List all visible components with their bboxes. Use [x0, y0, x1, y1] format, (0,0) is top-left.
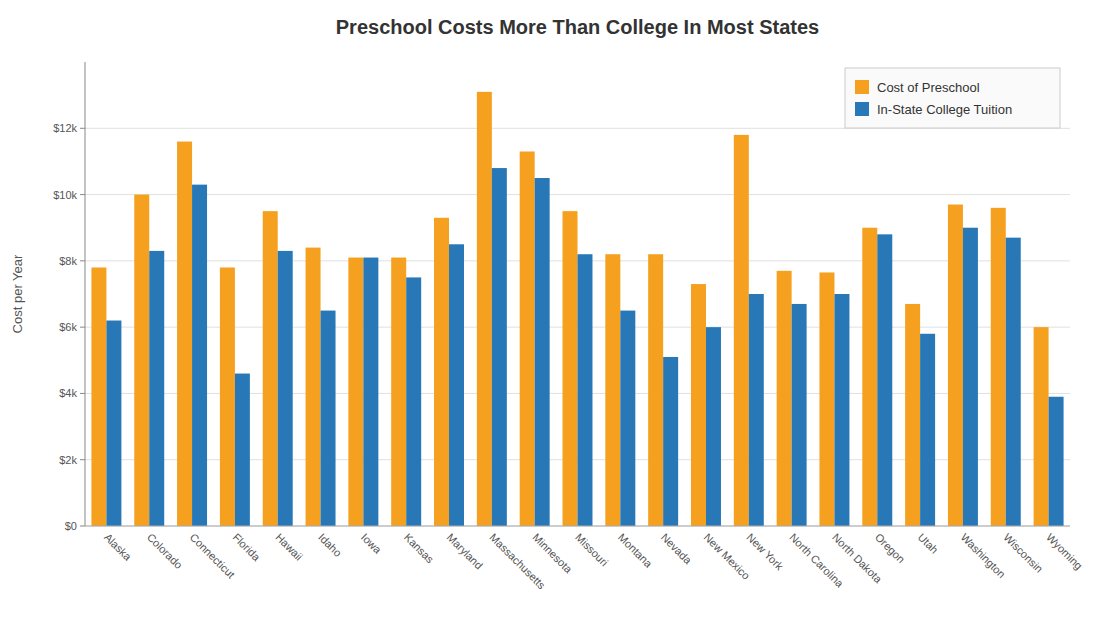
x-axis-line: [85, 526, 1070, 527]
y-tick-label: $12k: [53, 122, 77, 134]
y-tick: [80, 459, 85, 460]
y-tick: [80, 327, 85, 328]
x-tick-label: Maryland: [445, 531, 485, 571]
bar: [91, 267, 106, 526]
y-axis: $0 $2k $4k $6k $8k $10k $12k: [53, 62, 1070, 532]
bar: [535, 178, 550, 526]
x-tick-label: Montana: [616, 531, 655, 570]
y-tick-label: $0: [65, 520, 77, 532]
legend-label: Cost of Preschool: [877, 80, 980, 95]
bar: [1006, 238, 1021, 526]
bar: [192, 185, 207, 526]
bar: [520, 151, 535, 526]
bar: [734, 135, 749, 526]
x-tick-label: Alaska: [102, 531, 134, 563]
bar: [706, 327, 721, 526]
y-tick-label: $6k: [59, 321, 77, 333]
y-axis-label: Cost per Year: [10, 254, 25, 333]
x-tick-label: Missouri: [573, 531, 610, 568]
bar: [648, 254, 663, 526]
legend: Cost of Preschool In-State College Tuitio…: [845, 68, 1060, 128]
x-tick-label: Hawaii: [273, 531, 305, 563]
x-tick-label: Minnesota: [530, 531, 575, 576]
bar: [263, 211, 278, 526]
bar: [948, 205, 963, 526]
bar: [563, 211, 578, 526]
bar: [348, 258, 363, 526]
x-tick-label: Utah: [916, 531, 941, 556]
x-tick-label: Connecticut: [188, 531, 238, 581]
bar: [749, 294, 764, 526]
legend-label: In-State College Tuition: [877, 102, 1012, 117]
bar: [391, 258, 406, 526]
bar: [406, 277, 421, 526]
bar: [578, 254, 593, 526]
y-tick: [80, 260, 85, 261]
bar: [177, 142, 192, 526]
bar: [278, 251, 293, 526]
bar: [434, 218, 449, 526]
bar: [477, 92, 492, 526]
bar: [1034, 327, 1049, 526]
y-tick-label: $8k: [59, 255, 77, 267]
x-tick-label: Washington: [959, 531, 1008, 580]
x-tick-label: New York: [744, 531, 786, 573]
bar: [663, 357, 678, 526]
x-tick-label: Iowa: [359, 531, 385, 557]
y-tick-label: $4k: [59, 387, 77, 399]
bar: [1049, 397, 1064, 526]
y-tick: [80, 393, 85, 394]
bar: [905, 304, 920, 526]
bars: [91, 92, 1063, 526]
bar: [834, 294, 849, 526]
x-tick-label: Florida: [230, 531, 263, 564]
bar: [134, 195, 149, 526]
bar: [920, 334, 935, 526]
legend-frame: [845, 68, 1060, 128]
x-tick-label: Idaho: [316, 531, 344, 559]
bar: [691, 284, 706, 526]
bar: [449, 244, 464, 526]
bar: [363, 258, 378, 526]
bar: [220, 267, 235, 526]
x-tick-label: Oregon: [873, 531, 907, 565]
bar: [777, 271, 792, 526]
y-tick: [80, 128, 85, 129]
bar: [321, 311, 336, 526]
bar: [106, 321, 121, 526]
bar: [306, 248, 321, 526]
x-tick-label: Colorado: [145, 531, 185, 571]
bar: [620, 311, 635, 526]
y-axis-line: [85, 62, 86, 526]
x-tick-label: Kansas: [402, 531, 437, 566]
x-tick-label: Wisconsin: [1001, 531, 1045, 575]
title: Preschool Costs More Than College In Mos…: [336, 16, 819, 38]
grid-line: [85, 194, 1070, 195]
chart: Preschool Costs More Than College In Mos…: [0, 0, 1115, 626]
x-tick-label: Wyoming: [1044, 531, 1085, 572]
bar: [963, 228, 978, 526]
bar: [862, 228, 877, 526]
bar: [877, 234, 892, 526]
y-tick-label: $10k: [53, 189, 77, 201]
legend-swatch: [855, 80, 869, 94]
x-axis: Alaska ColoradoConnecticutFlorida Hawaii Id…: [85, 526, 1085, 592]
grid-line: [85, 526, 1070, 527]
y-tick-label: $2k: [59, 454, 77, 466]
y-tick: [80, 194, 85, 195]
legend-swatch: [855, 102, 869, 116]
x-tick-label: Nevada: [659, 531, 695, 567]
bar: [605, 254, 620, 526]
bar: [792, 304, 807, 526]
bar: [492, 168, 507, 526]
y-tick: [80, 526, 85, 527]
bar: [235, 374, 250, 526]
bar: [149, 251, 164, 526]
bar: [819, 272, 834, 526]
bar: [991, 208, 1006, 526]
